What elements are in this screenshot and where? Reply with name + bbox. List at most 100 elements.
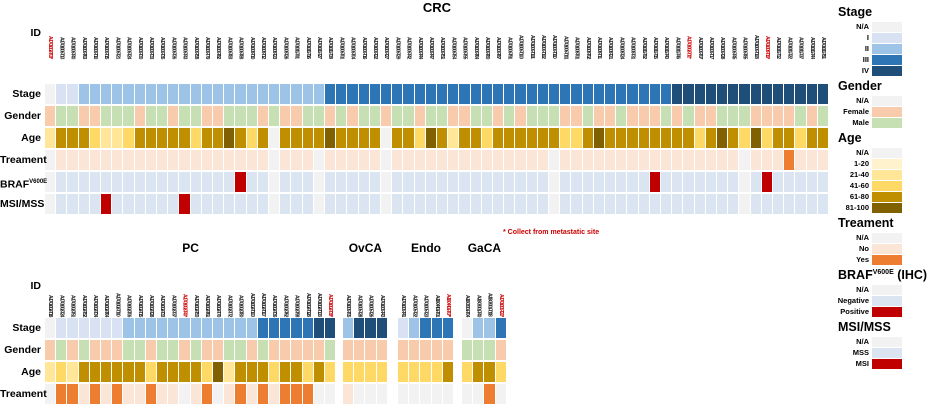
heatmap-cell-treament — [112, 150, 123, 170]
heatmap-cell-msimss — [672, 194, 683, 214]
heatmap-cell-braf — [190, 172, 201, 192]
heatmap-cell-treament — [67, 150, 78, 170]
heatmap-cell-gender — [123, 340, 134, 360]
heatmap-cell-msimss — [134, 194, 145, 214]
heatmap-cell-age — [495, 362, 506, 382]
heatmap-cell-treament — [134, 384, 145, 404]
heatmap-cell-gender — [649, 106, 661, 126]
heatmap-cell-gender — [462, 340, 473, 360]
sample-id-label: A-17-01002-T100 — [248, 293, 255, 316]
heatmap-cell-treament — [392, 150, 403, 170]
heatmap-cell-stage — [112, 318, 123, 338]
sample-id-label: A-17-01011-T22 — [786, 36, 793, 58]
heatmap-cell-msimss — [145, 194, 157, 214]
heatmap-cell-gender — [269, 340, 280, 360]
section-title-pc: PC — [182, 241, 199, 255]
heatmap-cell-gender — [157, 106, 168, 126]
heatmap-cell-gender — [134, 340, 145, 360]
sample-id-label: A-17-01002-T11* — [685, 36, 692, 58]
heatmap-cell-age — [257, 128, 269, 148]
sample-id-label: A-17-01002-T70 — [215, 294, 222, 316]
sample-id-label: A-17-01006-T101 — [528, 35, 535, 58]
sample-id-label: A-17-01006-T88 — [237, 36, 244, 58]
heatmap-cell-age — [414, 128, 425, 148]
heatmap-cell-msimss — [526, 194, 537, 214]
heatmap-cell-stage — [560, 84, 571, 104]
legend-item-label: No — [859, 244, 869, 253]
heatmap-cell-gender — [168, 340, 179, 360]
heatmap-cell-treament — [459, 150, 470, 170]
heatmap-cell-stage — [45, 84, 56, 104]
heatmap-cell-stage — [201, 318, 213, 338]
heatmap-cell-braf — [515, 172, 526, 192]
heatmap-cell-age — [78, 128, 89, 148]
heatmap-cell-stage — [376, 318, 387, 338]
sample-id-label: A-17-01005-T26 — [367, 294, 374, 316]
legend-title-stage: Stage — [838, 5, 873, 19]
heatmap-cell-treament — [179, 150, 190, 170]
heatmap-cell-treament — [269, 150, 280, 170]
heatmap-cell-braf — [761, 172, 773, 192]
heatmap-cell-treament — [190, 150, 201, 170]
heatmap-cell-stage — [761, 84, 773, 104]
sample-id-label: A-17-01011-T27 — [316, 36, 322, 58]
heatmap-cell-treament — [343, 384, 354, 404]
heatmap-cell-age — [526, 128, 537, 148]
heatmap-cell-stage — [134, 318, 145, 338]
heatmap-cell-stage — [235, 84, 246, 104]
heatmap-cell-treament — [257, 384, 269, 404]
heatmap-cell-stage — [123, 318, 134, 338]
heatmap-cell-treament — [145, 150, 157, 170]
sample-id-label: A-17-01006-T91 — [506, 36, 513, 58]
sample-id-label: A-17-01002-T40* — [181, 293, 188, 316]
legend-item: 41-60 — [836, 180, 932, 191]
heatmap-cell-age — [302, 362, 313, 382]
heatmap-cell-treament — [773, 150, 784, 170]
legend-title-braf: BRAFV600E (IHC) — [838, 268, 928, 282]
sample-id-label: A-17-01006-T29 — [394, 36, 401, 58]
legend-item-label: 81-100 — [845, 203, 869, 212]
heatmap-cell-gender — [484, 340, 495, 360]
heatmap-cell-treament — [269, 384, 280, 404]
legend-item: II — [836, 43, 932, 54]
heatmap-cell-msimss — [313, 194, 325, 214]
heatmap-cell-age — [291, 128, 302, 148]
heatmap-cell-stage — [269, 318, 280, 338]
heatmap-cell-stage — [616, 84, 627, 104]
legend-swatch — [872, 106, 902, 117]
heatmap-cell-gender — [190, 106, 201, 126]
heatmap-cell-gender — [56, 106, 67, 126]
heatmap-cell-msimss — [739, 194, 750, 214]
heatmap-cell-age — [728, 128, 739, 148]
heatmap-cell-braf — [437, 172, 448, 192]
heatmap-cell-age — [549, 128, 560, 148]
heatmap-cell-treament — [280, 384, 291, 404]
heatmap-cell-msimss — [806, 194, 817, 214]
heatmap-cell-treament — [537, 150, 549, 170]
heatmap-cell-stage — [526, 84, 537, 104]
sample-id-label: A-17-01006-T35 — [159, 36, 166, 58]
heatmap-cell-stage — [302, 84, 313, 104]
legend-swatch — [872, 284, 902, 295]
heatmap-cell-treament — [101, 150, 112, 170]
heatmap-cell-stage — [571, 84, 582, 104]
heatmap-cell-treament — [784, 150, 795, 170]
legend-title-msimss: MSI/MSS — [838, 320, 891, 334]
heatmap-cell-stage — [750, 84, 761, 104]
heatmap-cell-treament — [302, 150, 313, 170]
heatmap-cell-gender — [365, 340, 376, 360]
legend-panel: Stage N/A I II III IV Gender N/A Female Male Age N/… — [836, 2, 932, 369]
heatmap-cell-stage — [504, 84, 515, 104]
heatmap-cell-msimss — [593, 194, 605, 214]
heatmap-cell-age — [235, 362, 246, 382]
heatmap-cell-treament — [414, 150, 425, 170]
heatmap-cell-msimss — [403, 194, 414, 214]
heatmap-cell-braf — [313, 172, 325, 192]
heatmap-cell-braf — [134, 172, 145, 192]
heatmap-cell-gender — [101, 340, 112, 360]
legend-item: 81-100 — [836, 202, 932, 213]
legend-item: IV — [836, 65, 932, 76]
heatmap-cell-age — [101, 128, 112, 148]
heatmap-cell-treament — [358, 150, 369, 170]
heatmap-cell-treament — [616, 150, 627, 170]
